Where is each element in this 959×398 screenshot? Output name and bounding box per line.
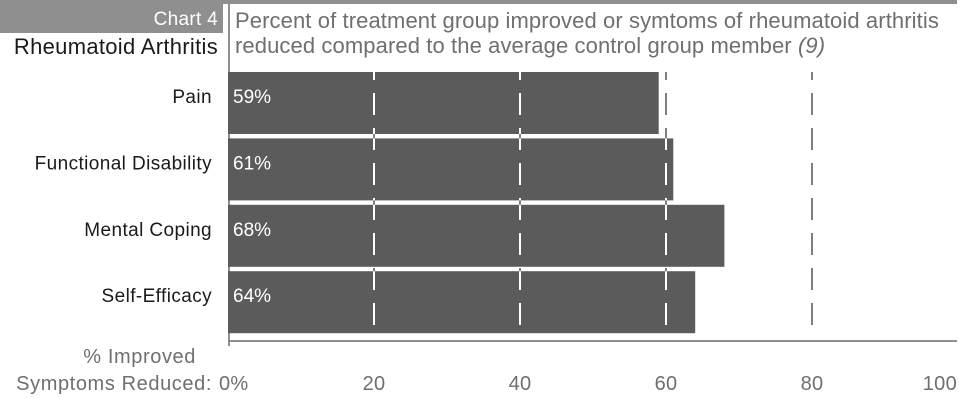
- category-label-pain: Pain: [172, 87, 212, 108]
- data-label-functional-disability: 61%: [233, 153, 271, 174]
- category-labels: Pain Functional Disability Mental Coping Se…: [35, 87, 212, 307]
- bar-self-efficacy: [228, 271, 696, 334]
- chart-title-reference: (9): [797, 33, 826, 58]
- chart-number-box: Chart 4: [0, 0, 223, 33]
- x-tick-label-40: 40: [509, 373, 532, 395]
- bar-pain: [228, 72, 659, 134]
- data-label-pain: 59%: [233, 87, 271, 108]
- bars: [228, 72, 725, 334]
- chart-number: Chart 4: [153, 9, 218, 30]
- data-label-mental-coping: 68%: [233, 220, 271, 241]
- gridlines: [373, 72, 813, 335]
- x-axis-title-line-1: % Improved: [83, 346, 196, 368]
- x-tick-label-20: 20: [363, 373, 386, 395]
- chart-subject: Rheumatoid Arthritis: [13, 34, 218, 59]
- category-label-self-efficacy: Self-Efficacy: [102, 286, 213, 307]
- chart-title-line-2-text: reduced compared to the average control …: [235, 33, 792, 58]
- category-label-mental-coping: Mental Coping: [84, 220, 212, 241]
- bar-functional-disability: [228, 138, 674, 201]
- category-label-functional-disability: Functional Disability: [35, 153, 212, 174]
- x-axis-title-line-2: Symptoms Reduced:: [16, 373, 212, 395]
- chart-title-line-1: Percent of treatment group improved or s…: [235, 8, 939, 33]
- x-tick-label-0: 0%: [219, 373, 249, 395]
- x-tick-label-60: 60: [655, 373, 678, 395]
- header-rule: [223, 0, 957, 4]
- data-label-self-efficacy: 64%: [233, 286, 271, 307]
- bar-mental-coping: [228, 204, 725, 267]
- chart-title-line-2: reduced compared to the average control …: [235, 33, 939, 58]
- x-tick-labels: 0% 20 40 60 80 100: [219, 373, 957, 395]
- data-labels: 59% 61% 68% 64%: [233, 87, 271, 307]
- chart-title: Percent of treatment group improved or s…: [235, 8, 939, 58]
- x-tick-label-80: 80: [801, 373, 824, 395]
- x-tick-label-100: 100: [923, 373, 957, 395]
